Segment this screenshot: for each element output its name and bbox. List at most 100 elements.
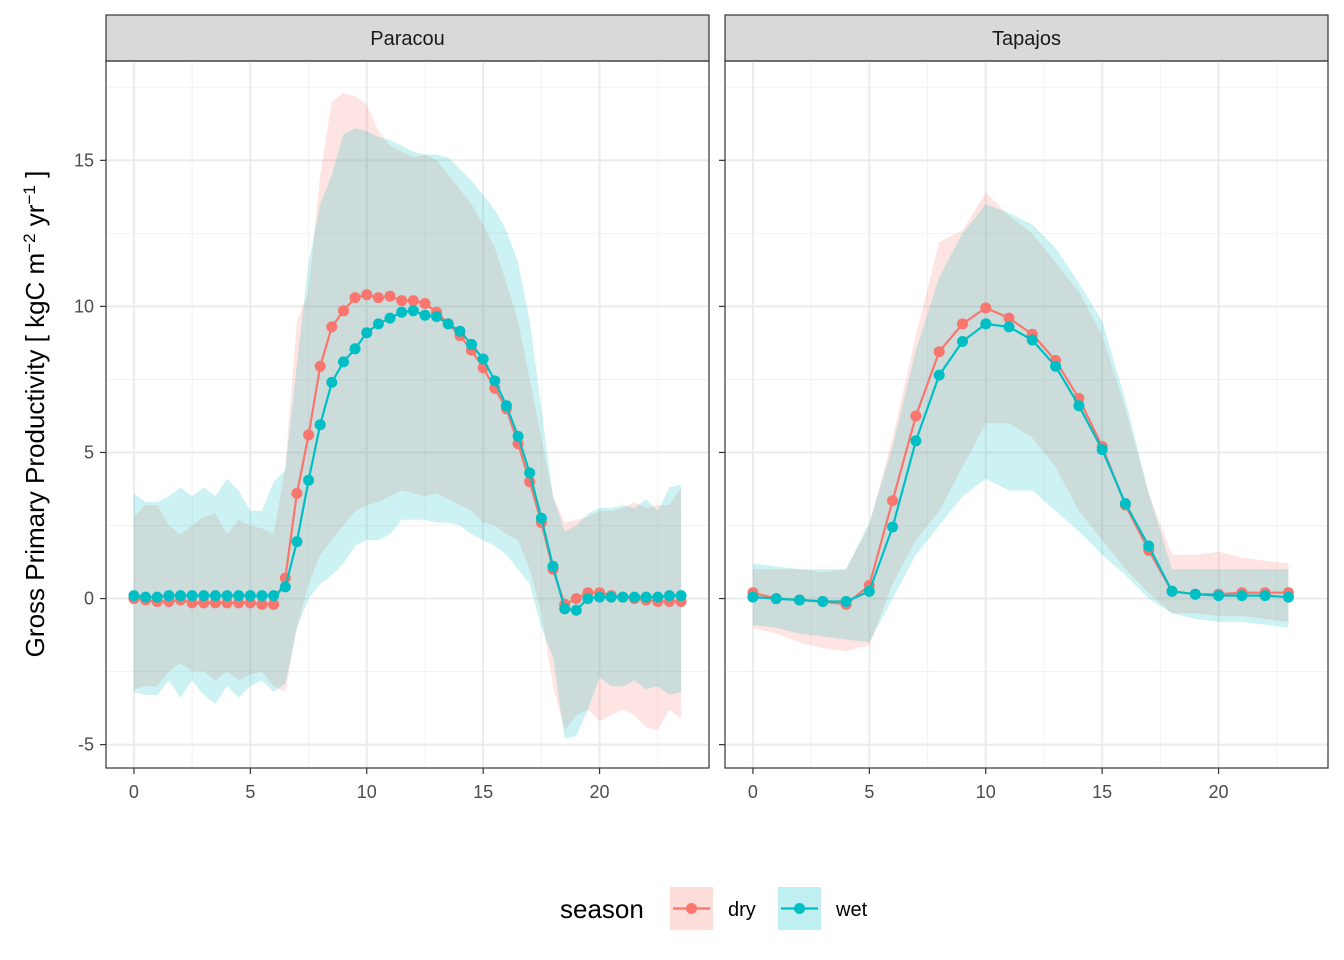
data-point-wet [594, 591, 606, 603]
data-point-wet [1050, 360, 1062, 372]
data-point-wet [244, 590, 256, 602]
data-point-wet [1166, 585, 1178, 597]
y-tick-label: -5 [78, 735, 94, 755]
data-point-wet [957, 336, 968, 347]
data-point-dry [326, 321, 338, 333]
data-point-wet [372, 318, 384, 330]
ribbon-wet [133, 128, 682, 739]
data-point-wet [1189, 588, 1201, 600]
data-point-wet [1003, 321, 1015, 333]
data-point-wet [1282, 591, 1294, 603]
y-axis-title: Gross Primary Productivity [ kgC m−2 yr−… [20, 171, 51, 658]
data-point-wet [933, 369, 945, 381]
legend-label-dry: dry [728, 899, 756, 921]
data-point-dry [887, 495, 899, 507]
data-point-wet [221, 590, 233, 602]
data-point-wet [794, 594, 805, 606]
legend-key-dry [670, 887, 713, 930]
data-point-wet [605, 591, 617, 603]
data-point-wet [617, 591, 629, 603]
data-point-wet [629, 591, 640, 603]
data-point-dry [349, 292, 361, 304]
data-point-dry [910, 410, 922, 422]
data-point-wet [535, 512, 547, 524]
panel-paracou: Paracou 0 5 10 15 20 -5 0 5 10 15 [74, 14, 710, 802]
data-point-dry [338, 305, 349, 317]
data-point-wet [640, 591, 652, 603]
data-point-wet [291, 536, 303, 548]
data-point-wet [314, 419, 326, 431]
data-point-wet [396, 306, 408, 318]
x-tick-label: 0 [748, 782, 758, 802]
data-point-wet [489, 375, 501, 387]
panel-tapajos: Tapajos 0 5 10 15 20 [719, 14, 1329, 802]
data-point-wet [675, 590, 687, 602]
data-point-wet [570, 604, 582, 616]
strip-background [724, 14, 1329, 62]
data-point-dry [1003, 312, 1015, 324]
data-point-dry [396, 295, 408, 307]
data-point-wet [477, 353, 489, 365]
data-point-wet [980, 318, 992, 330]
data-point-dry [407, 295, 419, 307]
data-point-wet [419, 309, 431, 321]
data-point-wet [186, 590, 198, 602]
ribbon-dry [752, 192, 1289, 652]
data-point-wet [663, 590, 675, 602]
data-point-wet [454, 325, 466, 337]
data-point-dry [314, 360, 326, 372]
legend-dry-point [686, 903, 697, 914]
data-point-wet [268, 590, 280, 602]
data-point-wet [163, 590, 175, 602]
data-point-wet [524, 467, 536, 479]
data-point-wet [1073, 400, 1085, 412]
y-axis-title-sup-2: −1 [20, 185, 39, 204]
data-point-wet [151, 591, 163, 603]
data-point-wet [1259, 590, 1271, 602]
ribbon-dry [133, 93, 682, 731]
data-point-wet [547, 560, 559, 572]
data-point-wet [128, 590, 140, 602]
data-point-dry [268, 598, 280, 610]
y-tick-label: 15 [74, 150, 94, 170]
data-point-dry [419, 298, 431, 309]
data-point-wet [1119, 498, 1131, 510]
legend-wet-point [794, 903, 805, 914]
data-point-dry [957, 318, 968, 330]
data-point-wet [910, 435, 922, 447]
data-point-wet [349, 343, 361, 355]
data-point-wet [279, 581, 291, 593]
data-point-wet [817, 596, 829, 607]
data-point-wet [582, 593, 594, 605]
data-point-dry [384, 290, 396, 302]
data-point-wet [1143, 540, 1155, 552]
x-tick-label: 10 [976, 782, 996, 802]
data-point-dry [361, 289, 373, 301]
data-point-wet [407, 305, 419, 317]
data-point-wet [140, 591, 152, 603]
x-tick-label: 15 [473, 782, 493, 802]
data-point-wet [233, 590, 245, 602]
x-tick-label: 0 [129, 782, 139, 802]
data-point-dry [570, 593, 582, 605]
data-point-wet [466, 338, 477, 350]
panel-border [724, 60, 1329, 769]
data-point-wet [384, 312, 396, 324]
plot-area-tapajos: 0 5 10 15 20 [719, 60, 1329, 802]
plot-area-paracou: 0 5 10 15 20 -5 0 5 10 15 [74, 60, 710, 802]
data-point-dry [372, 292, 384, 304]
strip-label-tapajos: Tapajos [992, 28, 1061, 50]
data-point-wet [559, 603, 571, 615]
data-point-wet [326, 376, 338, 388]
data-point-wet [198, 590, 210, 602]
data-point-wet [209, 590, 221, 602]
data-point-wet [1096, 444, 1108, 456]
data-point-wet [431, 311, 443, 323]
data-point-wet [887, 521, 899, 533]
x-tick-label: 5 [245, 782, 255, 802]
data-point-wet [256, 590, 268, 602]
data-point-dry [256, 598, 268, 610]
data-point-wet [840, 596, 852, 607]
data-point-wet [442, 318, 454, 330]
